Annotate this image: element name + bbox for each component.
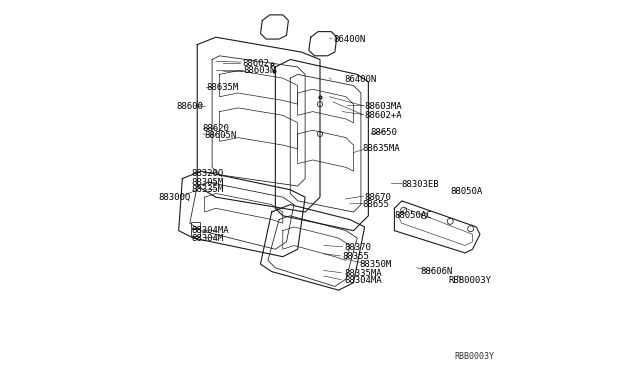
Text: 88305M: 88305M (191, 178, 224, 187)
Text: 88050A: 88050A (450, 187, 483, 196)
Text: 88602: 88602 (242, 59, 269, 68)
Text: 88655: 88655 (363, 200, 390, 209)
Text: 88335M: 88335M (191, 185, 224, 194)
Text: 88300Q: 88300Q (158, 193, 191, 202)
Text: 88600: 88600 (177, 102, 204, 110)
Text: 88355: 88355 (342, 252, 369, 261)
Text: 86400N: 86400N (333, 35, 365, 44)
Text: 88304MA: 88304MA (191, 226, 229, 235)
Text: 88635M: 88635M (207, 83, 239, 92)
Text: 88603MA: 88603MA (365, 102, 403, 110)
Text: 88370: 88370 (344, 243, 371, 252)
Text: 88304MA: 88304MA (344, 276, 382, 285)
Text: RBB0003Y: RBB0003Y (449, 276, 492, 285)
Text: 88606N: 88606N (420, 267, 452, 276)
Text: 88050AC: 88050AC (394, 211, 432, 220)
Text: 88670: 88670 (365, 193, 392, 202)
Text: 88605N: 88605N (205, 131, 237, 140)
Text: 88304M: 88304M (191, 234, 224, 243)
Text: 88320Q: 88320Q (191, 169, 224, 177)
Text: 88603N: 88603N (244, 66, 276, 75)
Text: RBB0003Y: RBB0003Y (455, 352, 495, 361)
Text: 86400N: 86400N (344, 76, 376, 84)
Text: 88602+A: 88602+A (365, 111, 403, 120)
Text: 88635MA: 88635MA (363, 144, 401, 153)
Text: 88335MA: 88335MA (344, 269, 382, 278)
Text: 88650: 88650 (370, 128, 397, 137)
Text: 88350M: 88350M (359, 260, 391, 269)
Text: 88303EB: 88303EB (402, 180, 440, 189)
Text: 88620: 88620 (203, 124, 230, 133)
